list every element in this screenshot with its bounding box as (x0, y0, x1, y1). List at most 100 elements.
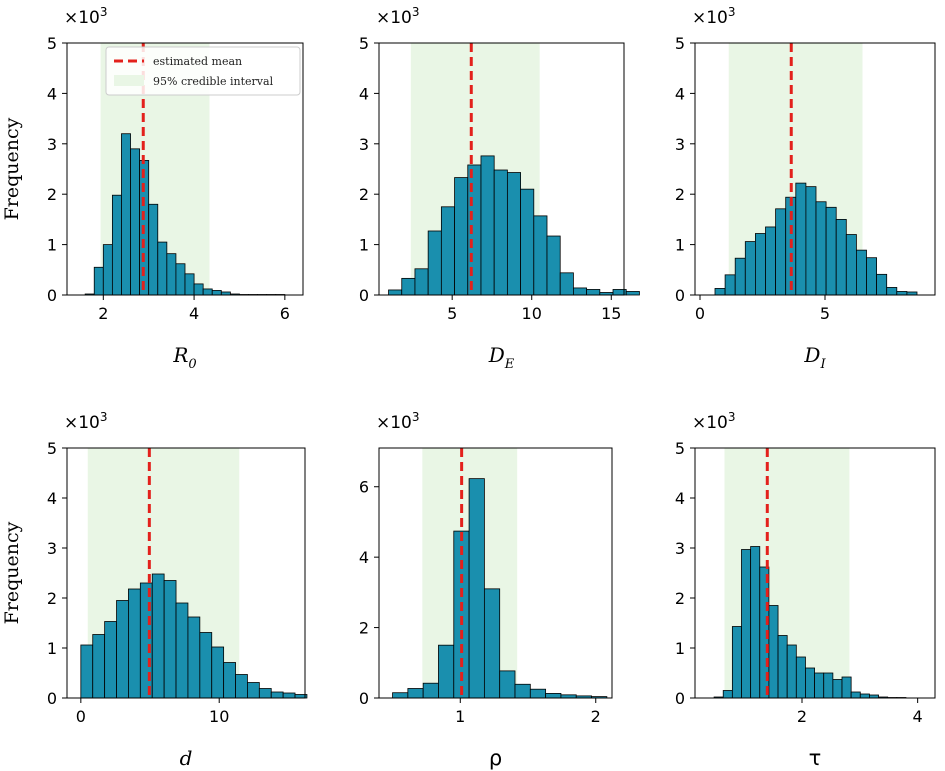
y-tick-label: 2 (359, 619, 369, 638)
histogram-bar (724, 274, 736, 296)
histogram-bar (422, 682, 439, 699)
histogram-bar (775, 208, 787, 296)
y-tick-label: 0 (359, 286, 369, 305)
y-tick-label: 5 (47, 34, 57, 53)
histogram-bar (151, 573, 165, 699)
x-tick-label: 6 (280, 304, 290, 323)
histogram-bar (625, 291, 640, 296)
y-scale-multiplier: ×103 (64, 410, 108, 433)
histogram-bar (211, 646, 225, 699)
y-tick-label: 4 (47, 489, 57, 508)
axes-frame (378, 42, 625, 296)
x-axis-label: DE (488, 343, 515, 372)
histogram-bar (795, 182, 807, 296)
histogram-bar (805, 186, 817, 296)
y-tick-label: 6 (359, 478, 369, 497)
histogram-bar (104, 621, 117, 699)
histogram-bar (111, 194, 122, 296)
y-tick-label: 0 (47, 286, 57, 305)
subplot-5: 0 2 4 6 1 2 ×103 ρ (359, 410, 613, 770)
histogram-bar (166, 253, 177, 296)
histogram-bar (750, 546, 761, 699)
y-tick-label: 2 (675, 185, 685, 204)
y-tick-label: 2 (47, 589, 57, 608)
y-scale-multiplier: ×103 (64, 5, 108, 28)
histogram-bar (130, 148, 141, 296)
histogram-bar (270, 691, 284, 699)
x-axis-label-subscript: 0 (188, 357, 196, 372)
y-tick-label: 4 (359, 548, 369, 567)
y-tick-label: 1 (675, 639, 685, 658)
histogram-bar (148, 203, 159, 296)
axes-frame (378, 447, 613, 699)
histogram-bar (586, 289, 601, 296)
y-tick-label: 0 (359, 689, 369, 708)
histogram-bar (121, 133, 131, 296)
histogram-bar (850, 691, 861, 699)
x-tick-label: 5 (820, 304, 830, 323)
y-tick-label: 5 (675, 439, 685, 458)
histogram-bar (815, 201, 827, 296)
y-scale-exponent: 3 (728, 410, 736, 424)
histogram-bar (841, 676, 852, 699)
histogram-bar (765, 226, 777, 296)
subplot-4: 0 1 2 3 4 5 0 10 ×103 d Frequency (1, 410, 308, 770)
histogram-bar (545, 693, 562, 699)
histogram-bar (856, 249, 867, 296)
histogram-bar (755, 233, 766, 296)
legend-ci-swatch (114, 75, 144, 86)
y-scale-multiplier: ×103 (376, 410, 420, 433)
histogram-bar (468, 478, 485, 699)
histogram-bar (247, 682, 260, 699)
y-tick-label: 4 (359, 84, 369, 103)
histogram-bar (520, 188, 535, 296)
y-axis-label: Frequency (1, 117, 23, 220)
y-tick-label: 1 (675, 236, 685, 255)
x-axis-label: DI (803, 343, 826, 372)
histogram-bar (163, 580, 177, 699)
y-tick-label: 2 (675, 589, 685, 608)
histogram-bar (116, 600, 129, 699)
y-scale-exponent: 3 (412, 5, 420, 19)
histogram-bar (866, 257, 878, 296)
histogram-bar (93, 266, 104, 296)
histogram-bar (483, 588, 501, 699)
y-tick-label: 2 (47, 185, 57, 204)
histogram-bar (187, 616, 201, 699)
y-tick-label: 3 (675, 539, 685, 558)
y-axis-label: Frequency (1, 521, 23, 624)
histogram-bar (722, 690, 733, 699)
histogram-bar (786, 644, 797, 699)
histogram-bar (480, 155, 495, 296)
histogram-bar (832, 679, 843, 699)
histogram-bar (805, 667, 815, 699)
axes-frame (694, 447, 936, 699)
y-scale-multiplier: ×103 (692, 5, 736, 28)
histogram-bar (506, 172, 521, 296)
histogram-bar (157, 241, 168, 296)
y-scale-exponent: 3 (100, 5, 108, 19)
histogram-bar (814, 672, 825, 699)
histogram-bar (876, 273, 888, 296)
x-axis-label: τ (809, 746, 822, 770)
y-tick-label: 0 (47, 689, 57, 708)
x-axis-label: R0 (172, 343, 196, 372)
subplot-1: 0 1 2 3 4 5 2 4 6 ×103 R0 Frequency estimated mean 95… (1, 5, 304, 372)
histogram-bar (427, 230, 442, 296)
x-axis-label: d (180, 746, 193, 770)
y-tick-label: 1 (47, 639, 57, 658)
legend-ci-label: 95% credible interval (153, 75, 274, 88)
y-tick-label: 4 (675, 84, 685, 103)
histogram-bar (223, 662, 236, 699)
histogram-bar (128, 588, 141, 699)
x-tick-label: 0 (695, 304, 705, 323)
histogram-bar (438, 644, 455, 699)
histogram-bar (258, 688, 272, 699)
x-axis-label: ρ (489, 746, 502, 770)
histogram-bar (102, 244, 113, 296)
x-tick-label: 0 (76, 707, 86, 726)
histogram-bar (454, 177, 469, 296)
y-tick-label: 4 (47, 84, 57, 103)
histogram-bar (235, 674, 248, 699)
